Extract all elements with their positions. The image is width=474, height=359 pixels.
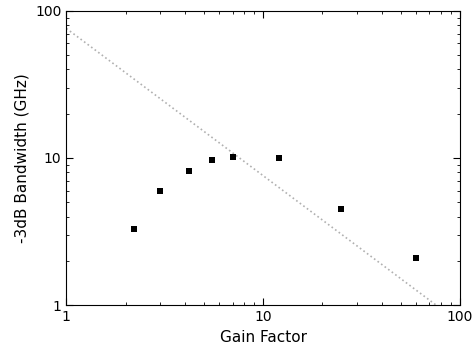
Point <box>275 155 283 161</box>
Point <box>130 226 137 232</box>
Point <box>229 154 237 159</box>
Point <box>156 188 164 194</box>
Point <box>412 255 420 261</box>
Point <box>337 206 345 212</box>
Point <box>208 157 216 163</box>
Y-axis label: -3dB Bandwidth (GHz): -3dB Bandwidth (GHz) <box>15 73 29 243</box>
Point <box>185 168 193 173</box>
X-axis label: Gain Factor: Gain Factor <box>219 330 307 345</box>
